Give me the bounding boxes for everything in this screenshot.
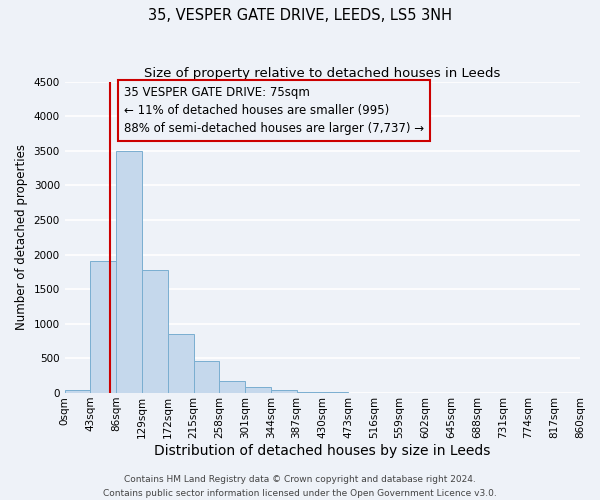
- Text: 35, VESPER GATE DRIVE, LEEDS, LS5 3NH: 35, VESPER GATE DRIVE, LEEDS, LS5 3NH: [148, 8, 452, 22]
- Bar: [142, 270, 168, 393]
- Bar: [271, 390, 296, 393]
- X-axis label: Distribution of detached houses by size in Leeds: Distribution of detached houses by size …: [154, 444, 491, 458]
- Bar: [91, 261, 116, 393]
- Y-axis label: Number of detached properties: Number of detached properties: [15, 144, 28, 330]
- Bar: [193, 361, 219, 393]
- Bar: [245, 387, 271, 393]
- Bar: [168, 334, 193, 393]
- Bar: [322, 392, 348, 393]
- Text: 35 VESPER GATE DRIVE: 75sqm
← 11% of detached houses are smaller (995)
88% of se: 35 VESPER GATE DRIVE: 75sqm ← 11% of det…: [124, 86, 424, 136]
- Bar: [219, 381, 245, 393]
- Bar: [65, 390, 91, 393]
- Text: Contains HM Land Registry data © Crown copyright and database right 2024.
Contai: Contains HM Land Registry data © Crown c…: [103, 476, 497, 498]
- Bar: [296, 392, 322, 393]
- Title: Size of property relative to detached houses in Leeds: Size of property relative to detached ho…: [144, 68, 500, 80]
- Bar: [116, 151, 142, 393]
